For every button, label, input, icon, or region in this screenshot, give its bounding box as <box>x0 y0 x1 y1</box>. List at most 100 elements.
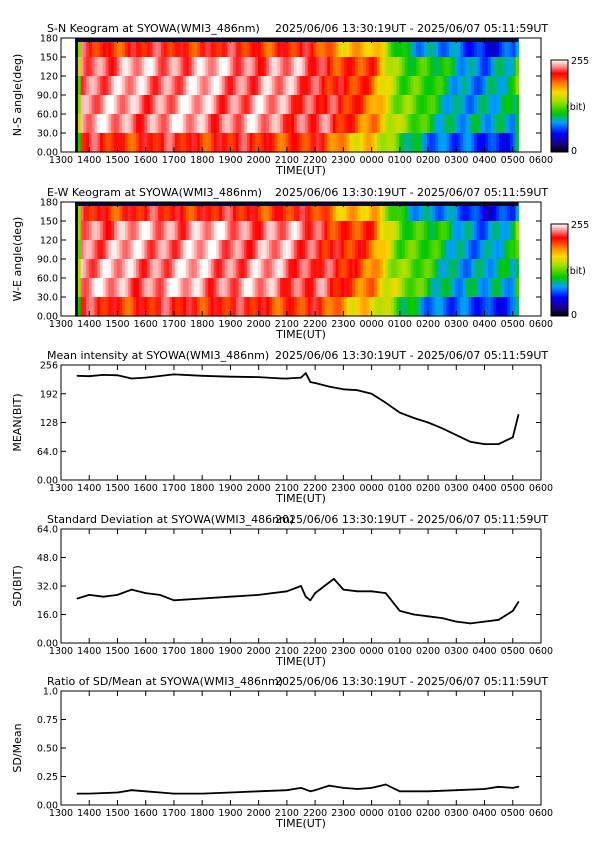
keogram-cell <box>512 240 517 260</box>
keogram-cell <box>330 114 334 134</box>
keogram-cell <box>446 221 450 241</box>
data-point <box>300 585 302 587</box>
keogram-cell <box>205 297 209 317</box>
keogram-cell <box>421 297 425 317</box>
keogram-cell <box>152 202 157 222</box>
chart-title: Mean intensity at SYOWA(WMI3_486nm) <box>47 349 269 362</box>
keogram-cell <box>410 240 414 260</box>
keogram-cell <box>102 133 107 153</box>
keogram-cell <box>371 278 375 298</box>
keogram-cell <box>161 114 165 134</box>
keogram-cell <box>94 133 98 153</box>
keogram-cell <box>321 221 326 241</box>
keogram-cell <box>180 76 184 96</box>
keogram-cell <box>424 57 428 77</box>
keogram-cell <box>385 221 389 241</box>
keogram-cell <box>413 133 417 153</box>
data-point <box>333 578 335 580</box>
keogram-cell <box>343 221 348 241</box>
keogram-cell <box>158 221 162 241</box>
keogram-cell <box>310 133 314 153</box>
keogram-cell <box>188 221 193 241</box>
x-axis-label: TIME(UT) <box>275 492 326 505</box>
keogram-cell <box>357 297 362 317</box>
keogram-cell <box>130 240 134 260</box>
keogram-cell <box>471 114 475 134</box>
keogram-cell <box>313 240 317 260</box>
keogram-cell <box>152 133 157 153</box>
keogram-cell <box>86 297 90 317</box>
keogram-cell <box>316 240 320 260</box>
x-tick-label: 2000 <box>247 808 271 819</box>
keogram-cell <box>338 95 342 115</box>
keogram-cell <box>138 133 143 153</box>
keogram-cell <box>149 202 154 222</box>
keogram-cell <box>346 240 351 260</box>
keogram-cell <box>515 114 520 134</box>
keogram-cell <box>366 76 370 96</box>
keogram-cell <box>496 221 500 241</box>
keogram-cell <box>379 95 384 115</box>
keogram-cell <box>482 133 486 153</box>
keogram-cell <box>457 240 461 260</box>
keogram-cell <box>158 133 162 153</box>
keogram-cell <box>83 202 87 222</box>
keogram-cell <box>399 57 403 77</box>
x-tick-label: 1700 <box>162 319 186 330</box>
keogram-cell <box>111 57 115 77</box>
keogram-cell <box>224 95 229 115</box>
keogram-cell <box>169 57 173 77</box>
keogram-cell <box>404 57 409 77</box>
keogram-cell <box>230 221 234 241</box>
y-axis-label: MEAN(BIT) <box>11 393 24 451</box>
keogram-cell <box>501 133 506 153</box>
keogram-cell <box>302 76 306 96</box>
keogram-cell <box>385 278 389 298</box>
keogram-cell <box>136 114 140 134</box>
keogram-cell <box>111 297 115 317</box>
keogram-cell <box>191 202 195 222</box>
keogram-cell <box>393 76 398 96</box>
keogram-cell <box>457 95 461 115</box>
keogram-cell <box>457 114 461 134</box>
keogram-cell <box>210 38 215 58</box>
keogram-cell <box>341 95 345 115</box>
keogram-cell <box>194 114 198 134</box>
keogram-cell <box>429 202 434 222</box>
keogram-cell <box>368 278 373 298</box>
keogram-cell <box>379 221 384 241</box>
keogram-cell <box>296 259 301 279</box>
keogram-cell <box>388 221 392 241</box>
keogram-cell <box>399 259 403 279</box>
keogram-cell <box>460 297 464 317</box>
keogram-cell <box>307 240 312 260</box>
keogram-cell <box>360 202 364 222</box>
x-tick-label: 2300 <box>331 319 355 330</box>
keogram-cell <box>449 259 453 279</box>
keogram-cell <box>368 57 373 77</box>
keogram-cell <box>111 76 115 96</box>
keogram-cell <box>235 202 240 222</box>
x-axis-label: TIME(UT) <box>275 328 326 341</box>
keogram-cell <box>476 133 481 153</box>
x-tick-label: 1500 <box>105 483 129 494</box>
keogram-cell <box>341 38 345 58</box>
keogram-cell <box>404 259 409 279</box>
keogram-cell <box>305 133 309 153</box>
panel-1: S-N Keogram at SYOWA(WMI3_486nm) 2025/06/… <box>11 22 589 177</box>
keogram-cell <box>194 297 198 317</box>
data-point <box>314 789 316 792</box>
keogram-cell <box>435 38 439 58</box>
keogram-cell <box>227 38 231 58</box>
keogram-cell <box>227 202 231 222</box>
keogram-cell <box>291 278 295 298</box>
keogram-cell <box>172 133 176 153</box>
keogram-cell <box>468 278 472 298</box>
keogram-cell <box>80 259 85 279</box>
x-tick-label: 1500 <box>105 155 129 166</box>
keogram-cell <box>318 297 323 317</box>
keogram-cell <box>257 259 262 279</box>
keogram-cell <box>208 202 212 222</box>
keogram-cell <box>91 259 96 279</box>
keogram-cell <box>357 38 362 58</box>
